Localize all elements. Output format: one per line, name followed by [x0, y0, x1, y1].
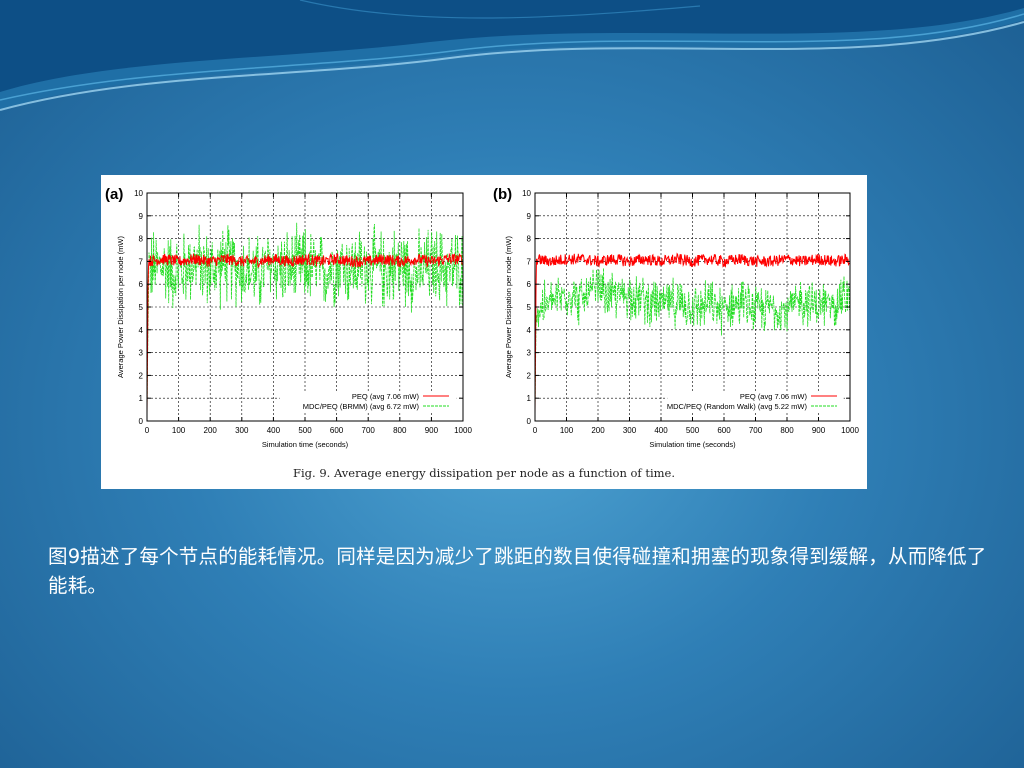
- y-tick-label: 0: [139, 417, 144, 426]
- x-tick-label: 1000: [454, 426, 472, 435]
- legend-label: MDC/PEQ (BRMM) (avg 6.72 mW): [303, 402, 420, 411]
- y-axis-label: Average Power Dissipation per node (mW): [504, 235, 513, 378]
- x-tick-label: 0: [533, 426, 538, 435]
- x-tick-label: 0: [145, 426, 150, 435]
- y-tick-label: 1: [139, 394, 144, 403]
- series-line-peq: [146, 252, 463, 415]
- x-tick-label: 900: [812, 426, 826, 435]
- y-tick-label: 9: [527, 212, 532, 221]
- y-tick-label: 3: [527, 349, 532, 358]
- y-tick-label: 0: [527, 417, 532, 426]
- legend-bg: [667, 391, 844, 401]
- y-tick-label: 2: [527, 371, 532, 380]
- series-line-mdc: [534, 268, 850, 415]
- y-tick-label: 4: [139, 326, 144, 335]
- x-tick-label: 1000: [841, 426, 859, 435]
- legend-bg: [667, 401, 844, 411]
- y-tick-label: 10: [522, 189, 531, 198]
- x-axis-label: Simulation time (seconds): [649, 440, 736, 449]
- x-tick-label: 400: [654, 426, 668, 435]
- x-tick-label: 300: [623, 426, 637, 435]
- panel-label: (a): [105, 186, 123, 203]
- x-tick-label: 600: [330, 426, 344, 435]
- y-tick-label: 5: [139, 303, 144, 312]
- y-tick-label: 5: [527, 303, 532, 312]
- x-tick-label: 700: [749, 426, 763, 435]
- x-tick-label: 200: [591, 426, 605, 435]
- x-axis-label: Simulation time (seconds): [262, 440, 349, 449]
- chart-panel-b: (b) 0 100 200 300 400 500 600 700 800 900 1000 0 1 2 3 4…: [493, 186, 859, 449]
- slide-body-text: 图9描述了每个节点的能耗情况。同样是因为减少了跳距的数目使得碰撞和拥塞的现象得到…: [48, 545, 987, 597]
- legend-bg: [279, 391, 457, 401]
- x-tick-label: 200: [204, 426, 218, 435]
- panel-label: (b): [493, 186, 512, 203]
- decorative-wave-header: [0, 0, 1024, 111]
- y-tick-label: 1: [527, 394, 532, 403]
- y-tick-label: 10: [134, 189, 143, 198]
- y-tick-label: 8: [527, 235, 532, 244]
- y-tick-label: 2: [139, 371, 144, 380]
- legend-label: PEQ (avg 7.06 mW): [740, 392, 808, 401]
- y-tick-label: 7: [139, 257, 144, 266]
- x-tick-label: 800: [393, 426, 407, 435]
- y-axis-label: Average Power Dissipation per node (mW): [116, 235, 125, 378]
- y-tick-label: 8: [139, 235, 144, 244]
- legend-bg: [279, 401, 457, 411]
- x-tick-label: 900: [425, 426, 439, 435]
- y-tick-label: 9: [139, 212, 144, 221]
- x-tick-label: 600: [717, 426, 731, 435]
- x-tick-label: 400: [267, 426, 281, 435]
- series-line-peq: [534, 252, 850, 415]
- figure-image: (a) 0 100 200 300 400 500 600 700 800 900 1000 0 1 2 3 4…: [101, 175, 867, 489]
- figure-caption: Fig. 9. Average energy dissipation per n…: [292, 466, 676, 480]
- x-tick-label: 100: [560, 426, 574, 435]
- chart-panel-a: (a) 0 100 200 300 400 500 600 700 800 900 1000 0 1 2 3 4…: [105, 186, 472, 449]
- x-tick-label: 500: [298, 426, 312, 435]
- y-tick-label: 4: [527, 326, 532, 335]
- legend-label: MDC/PEQ (Random Walk) (avg 5.22 mW): [667, 402, 808, 411]
- x-tick-label: 500: [686, 426, 700, 435]
- x-tick-label: 100: [172, 426, 186, 435]
- y-tick-label: 6: [527, 280, 532, 289]
- legend-label: PEQ (avg 7.06 mW): [352, 392, 420, 401]
- x-tick-label: 700: [362, 426, 376, 435]
- y-tick-label: 3: [139, 349, 144, 358]
- x-tick-label: 300: [235, 426, 249, 435]
- y-tick-label: 6: [139, 280, 144, 289]
- y-tick-label: 7: [527, 257, 532, 266]
- x-tick-label: 800: [780, 426, 794, 435]
